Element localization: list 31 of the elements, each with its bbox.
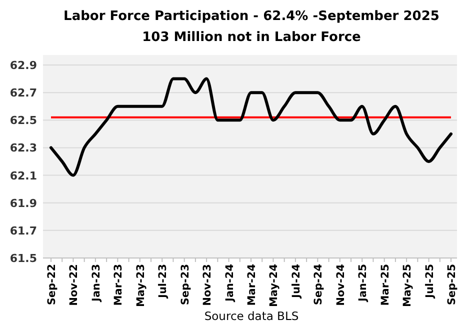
x-tick-label: Mar-24: [246, 264, 258, 306]
x-tick-label: Nov-22: [68, 264, 80, 306]
chart-subtitle: 103 Million not in Labor Force: [142, 30, 362, 45]
x-tick-label: Nov-23: [202, 264, 214, 306]
x-tick-label: May-24: [268, 264, 280, 308]
y-tick-label: 61.7: [10, 224, 37, 238]
x-tick-label: May-25: [402, 264, 414, 308]
y-tick-label: 62.5: [10, 114, 37, 128]
y-tick-label: 62.9: [10, 59, 37, 72]
y-tick-label: 62.3: [10, 142, 37, 155]
x-tick-label: Nov-24: [334, 264, 347, 306]
chart-title: Labor Force Participation - 62.4% -September 2025: [64, 9, 440, 24]
x-tick-label: Jul-25: [424, 264, 436, 299]
x-tick-label: Sep-22: [46, 264, 58, 306]
x-tick-label: Sep-24: [312, 264, 325, 306]
x-tick-label: Jul-23: [157, 264, 170, 299]
y-tick-label: 61.9: [10, 196, 37, 210]
x-tick-label: Mar-23: [112, 264, 125, 306]
y-tick-label: 61.5: [10, 252, 37, 265]
x-tick-label: Mar-25: [379, 264, 392, 306]
line-series: [50, 77, 452, 177]
source-note: Source data BLS: [204, 309, 299, 323]
x-tick-label: Jan-23: [90, 264, 102, 302]
x-tick-label: Sep-23: [179, 264, 192, 306]
y-tick-label: 62.1: [10, 169, 37, 182]
x-tick-label: Jan-24: [224, 264, 236, 302]
x-tick-label: Jul-24: [290, 264, 302, 299]
x-tick-label: Jan-25: [357, 264, 370, 302]
y-tick-label: 62.7: [10, 86, 37, 100]
x-tick-label: Sep-25: [446, 264, 458, 306]
x-tick-label: May-23: [134, 264, 147, 308]
